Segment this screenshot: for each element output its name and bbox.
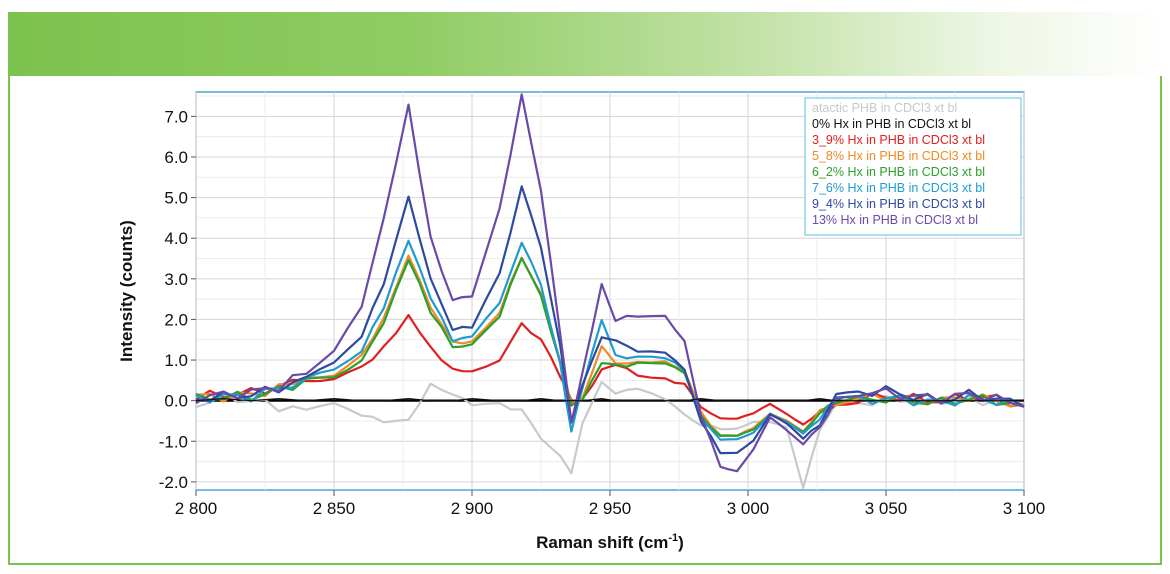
x-axis-title-close: ): [678, 533, 684, 552]
series-group: [195, 93, 1025, 489]
legend-entry: 6_2% Hx in PHB in CDCl3 xt bl: [812, 165, 985, 179]
legend-entry: atactic PHB in CDCl3 xt bl: [812, 101, 957, 115]
legend-entry: 5_8% Hx in PHB in CDCl3 xt bl: [812, 149, 985, 163]
x-tick-label: 3 100: [1003, 499, 1046, 518]
x-tick-label: 2 850: [313, 499, 356, 518]
x-tick-label: 3 050: [865, 499, 908, 518]
y-tick-label: -1.0: [159, 432, 188, 451]
x-axis-title-sup: -1: [668, 532, 678, 544]
y-tick-label: 4.0: [164, 229, 188, 248]
x-axis-title: Raman shift (cm-1): [536, 532, 684, 552]
header-band: [8, 12, 1162, 76]
x-tick-label: 2 900: [451, 499, 494, 518]
x-axis-title-main: Raman shift (cm: [536, 533, 668, 552]
y-tick-label: 2.0: [164, 310, 188, 329]
y-tick-label: 3.0: [164, 270, 188, 289]
chart-frame: [8, 76, 1162, 565]
x-tick-label: 2 950: [589, 499, 632, 518]
series-line-0: [195, 380, 1025, 489]
x-ticks: 2 800 2 850 2 900 2 950 3 000 3 050 3 100: [175, 490, 1046, 518]
y-tick-label: 7.0: [164, 107, 188, 126]
legend-box: [804, 97, 1022, 236]
y-ticks: -2.0 -1.0 0.0 1.0 2.0 3.0 4.0 5.0 6.0 7.0: [159, 107, 196, 492]
legend-entry: 13% Hx in PHB in CDCl3 xt bl: [812, 213, 978, 227]
series-line-6: [195, 185, 1025, 455]
y-tick-label: -2.0: [159, 473, 188, 492]
y-axis-title: Intensity (counts): [117, 220, 136, 362]
legend-entry: 3_9% Hx in PHB in CDCl3 xt bl: [812, 133, 985, 147]
y-tick-label: 5.0: [164, 189, 188, 208]
x-tick-label: 2 800: [175, 499, 218, 518]
series-line-7: [195, 93, 1025, 473]
x-tick-label: 3 000: [727, 499, 770, 518]
y-tick-label: 0.0: [164, 392, 188, 411]
legend-entry: 0% Hx in PHB in CDCl3 xt bl: [812, 117, 971, 131]
legend-entry: 7_6% Hx in PHB in CDCl3 xt bl: [812, 181, 985, 195]
legend-entry: 9_4% Hx in PHB in CDCl3 xt bl: [812, 197, 985, 211]
y-tick-label: 6.0: [164, 148, 188, 167]
series-line-4: [195, 257, 1025, 437]
legend: atactic PHB in CDCl3 xt bl 0% Hx in PHB i…: [804, 97, 1022, 236]
series-line-1: [195, 397, 1024, 402]
y-tick-label: 1.0: [164, 351, 188, 370]
